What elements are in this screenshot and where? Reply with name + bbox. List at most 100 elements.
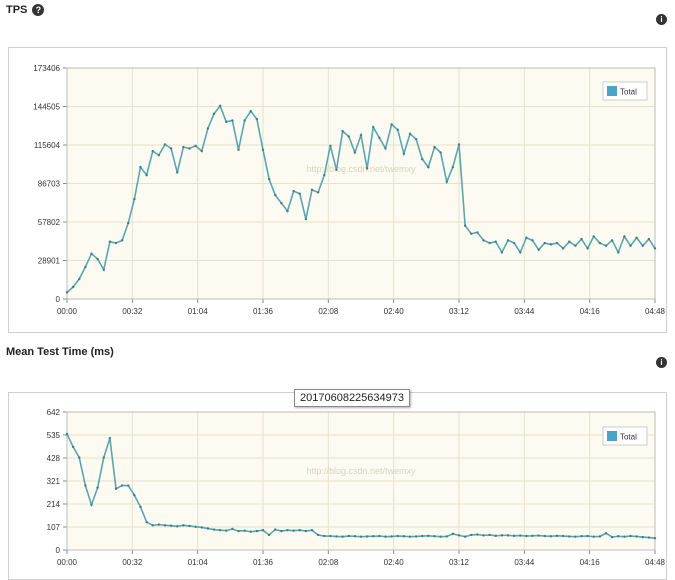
data-point [304, 217, 308, 221]
data-point [433, 145, 436, 149]
data-point [586, 247, 589, 250]
y-tick-label: 28901 [38, 257, 61, 266]
data-point [451, 532, 455, 536]
data-point [292, 189, 295, 193]
data-point [537, 534, 540, 537]
x-tick-label: 01:04 [188, 558, 209, 567]
x-tick-label: 04:48 [645, 558, 666, 567]
data-point [476, 533, 479, 536]
help-icon[interactable]: ? [32, 4, 45, 16]
legend-label: Total [620, 88, 637, 97]
info-icon[interactable]: i [656, 14, 667, 25]
data-point [561, 534, 565, 538]
data-point [402, 152, 406, 155]
data-point [280, 529, 283, 533]
x-tick-label: 02:08 [318, 558, 339, 567]
y-tick-label: 642 [47, 408, 61, 417]
data-point [543, 241, 546, 245]
data-point [384, 147, 387, 150]
data-point [249, 530, 252, 533]
tps-title: TPS [6, 4, 28, 16]
data-point [157, 153, 161, 157]
data-point [408, 132, 412, 136]
x-tick-label: 02:08 [318, 307, 339, 316]
data-point [71, 445, 75, 449]
data-point [267, 177, 271, 181]
data-point [280, 201, 283, 205]
data-point [641, 244, 644, 247]
x-tick-label: 02:40 [384, 307, 405, 316]
x-tick-label: 04:16 [580, 558, 601, 567]
data-point [451, 165, 455, 169]
mean-title: Mean Test Time (ms) [6, 346, 114, 358]
data-point [120, 484, 124, 487]
data-point [176, 525, 179, 528]
data-point [604, 532, 608, 535]
data-point [65, 432, 69, 436]
data-point [372, 125, 375, 129]
data-point [231, 119, 234, 122]
data-point [194, 144, 197, 148]
data-point [561, 247, 565, 250]
tps-chart-frame: 0 28901 57802 86703 115604 144505 173406 00:00 0… [8, 47, 667, 333]
data-point [623, 235, 626, 238]
info-icon[interactable]: i [656, 357, 667, 368]
data-point [261, 148, 265, 152]
data-point [555, 241, 559, 245]
data-point [531, 239, 534, 242]
data-point [65, 291, 69, 294]
data-point [390, 123, 393, 126]
data-point [568, 240, 571, 243]
data-point [635, 236, 638, 239]
data-point [525, 534, 528, 538]
data-point [519, 251, 522, 254]
legend-swatch [607, 86, 617, 96]
data-point [304, 529, 308, 533]
legend-label: Total [620, 433, 637, 442]
data-point [90, 503, 93, 507]
data-point [200, 526, 203, 529]
data-point [580, 535, 583, 538]
data-point [353, 535, 357, 538]
data-point [139, 165, 142, 169]
data-point [629, 244, 632, 247]
data-point [617, 535, 620, 538]
data-point [267, 533, 271, 537]
data-point [623, 535, 626, 538]
data-point [500, 251, 504, 254]
data-point [225, 529, 228, 532]
data-point [482, 534, 485, 537]
data-point [592, 235, 595, 238]
data-point [108, 240, 112, 243]
data-point [488, 533, 491, 537]
data-point [188, 147, 191, 150]
data-point [439, 535, 442, 538]
data-point [653, 247, 657, 250]
data-point [78, 456, 81, 459]
data-point [310, 529, 314, 532]
data-point [347, 534, 350, 538]
tps-chart: 0 28901 57802 86703 115604 144505 173406 00:00 0… [33, 64, 666, 316]
data-point [586, 534, 589, 538]
y-tick-label: 214 [47, 500, 61, 509]
data-point [225, 120, 228, 124]
data-point [237, 148, 240, 152]
data-point [531, 534, 534, 538]
watermark: http://blog.csdn.net/twemxy [306, 164, 416, 174]
data-point [169, 524, 173, 527]
x-tick-label: 03:12 [449, 307, 470, 316]
data-point [341, 129, 344, 133]
y-tick-label: 115604 [34, 141, 61, 150]
data-point [127, 221, 130, 225]
data-point [390, 535, 393, 538]
data-point [255, 117, 259, 121]
data-point [316, 533, 320, 537]
data-point [396, 128, 399, 132]
data-point [537, 248, 540, 251]
x-tick-label: 04:48 [645, 307, 666, 316]
data-point [133, 197, 136, 201]
data-point [365, 535, 369, 538]
data-point [494, 240, 497, 243]
data-point [494, 534, 497, 538]
data-point [310, 188, 314, 191]
